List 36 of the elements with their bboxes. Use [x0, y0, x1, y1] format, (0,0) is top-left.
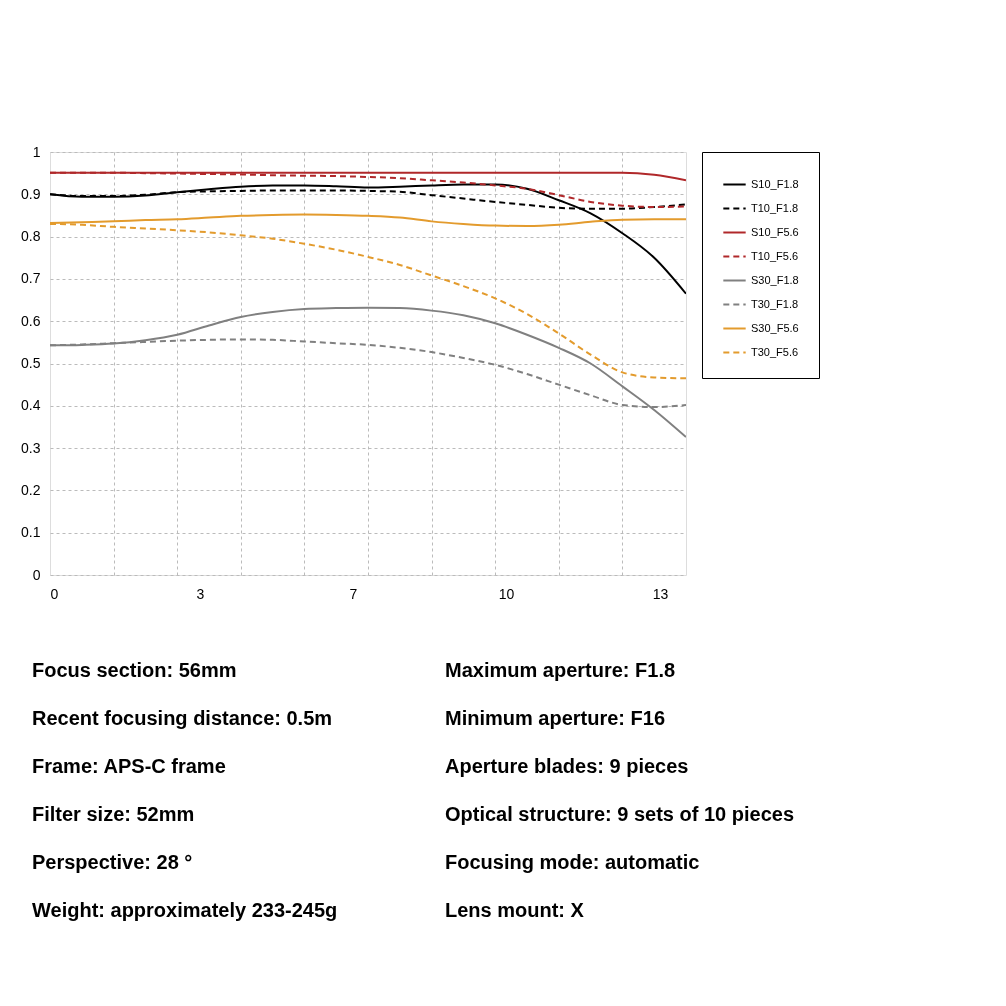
text: Minimum aperture: F16 [445, 707, 666, 729]
y-tick-label: 0.5 [21, 355, 41, 371]
text: Frame: APS-C frame [32, 755, 226, 777]
y-tick-label: 1 [32, 143, 41, 160]
text: Maximum aperture: F1.8 [445, 659, 676, 681]
y-tick-label: 0.9 [21, 185, 41, 202]
text: Recent focusing distance: 0.5m [32, 707, 333, 729]
legend-label: T10_F5.6 [751, 249, 799, 262]
x-tick-label: 3 [196, 585, 205, 602]
x-tick-label: 7 [349, 585, 358, 602]
y-tick-label: 0.6 [21, 312, 41, 329]
legend-label: S10_F1.8 [751, 177, 799, 190]
y-tick-label: 0 [32, 566, 41, 583]
y-tick-label: 0.7 [21, 270, 41, 287]
text: Weight: approximately 233-245g [32, 899, 338, 921]
legend-label: S10_F5.6 [751, 225, 799, 238]
y-tick-label: 0.4 [21, 397, 41, 414]
x-tick-label: 0 [50, 585, 59, 602]
y-tick-label: 0.2 [21, 481, 41, 498]
legend-label: T30_F5.6 [751, 345, 799, 358]
text: Optical structure: 9 sets of 10 pieces [445, 803, 795, 825]
text: Filter size: 52mm [32, 803, 195, 825]
text: Lens mount: X [445, 899, 585, 921]
x-tick-label: 13 [652, 585, 669, 602]
y-tick-label: 0.1 [21, 524, 41, 541]
y-tick-label: 0.8 [21, 228, 41, 245]
legend-label: S30_F5.6 [751, 321, 799, 334]
text: Focusing mode: automatic [445, 851, 700, 873]
legend-label: T10_F1.8 [751, 201, 799, 214]
legend-label: S30_F1.8 [751, 273, 799, 286]
x-tick-label: 10 [498, 585, 515, 602]
text: Perspective: 28 ° [32, 851, 193, 873]
text: Aperture blades: 9 pieces [445, 755, 689, 777]
text: Focus section: 56mm [32, 659, 237, 681]
legend-label: T30_F1.8 [751, 297, 799, 310]
y-tick-label: 0.3 [21, 439, 41, 456]
